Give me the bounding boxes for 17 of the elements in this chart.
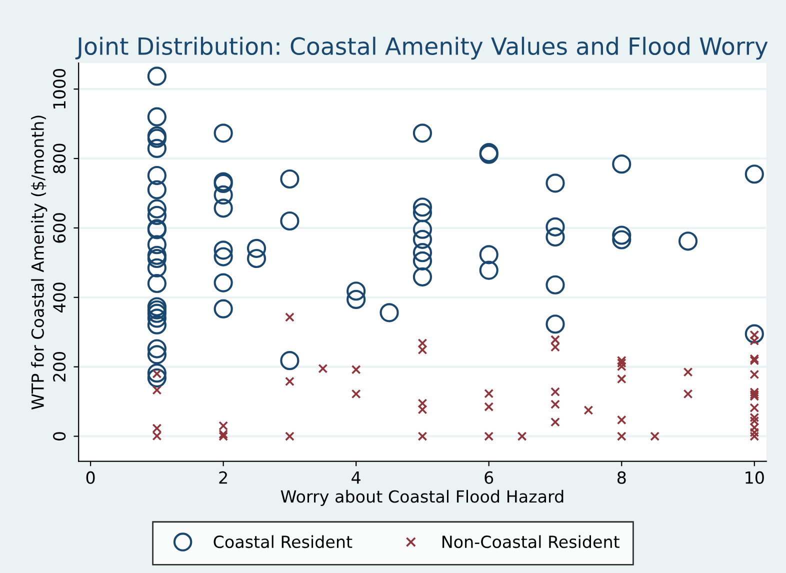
y-tick-label: 1000 xyxy=(53,68,66,108)
y-tick-label: 0 xyxy=(53,432,66,440)
x-tick-label: 0 xyxy=(86,471,95,484)
x-tick-label: 4 xyxy=(352,472,360,484)
legend-label: Coastal Resident xyxy=(214,535,352,548)
y-tick-label: 600 xyxy=(53,213,66,243)
x-tick-label: 8 xyxy=(617,471,626,484)
y-tick-label: 800 xyxy=(53,144,66,174)
chart-title: Joint Distribution: Coastal Amenity Values and Flood Worry xyxy=(75,36,768,60)
x-axis-title: Worry about Coastal Flood Hazard xyxy=(280,490,564,506)
y-tick-label: 400 xyxy=(53,282,66,312)
x-tick-label: 6 xyxy=(484,471,494,484)
legend-label: Non-Coastal Resident xyxy=(442,535,620,548)
x-tick-label: 2 xyxy=(219,471,227,484)
x-tick-label: 10 xyxy=(746,471,764,484)
y-axis-title: WTP for Coastal Amenity ($/month) xyxy=(31,116,48,410)
y-tick-label: 200 xyxy=(53,352,66,382)
